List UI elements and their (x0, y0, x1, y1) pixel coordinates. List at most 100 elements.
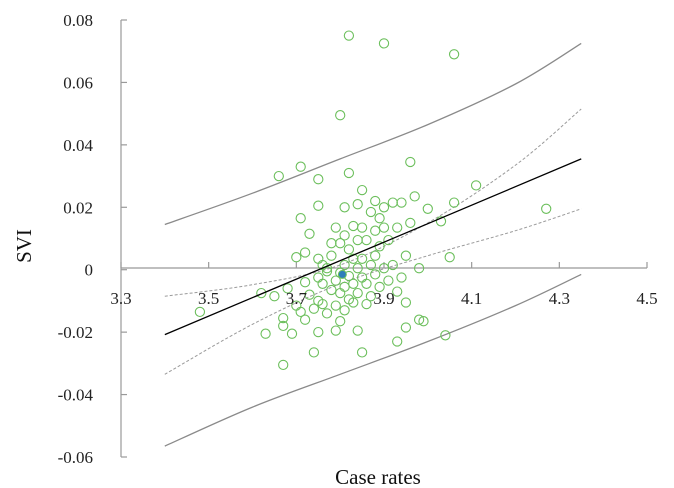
data-point (304, 228, 315, 239)
x-tick-label: 4.3 (549, 289, 570, 308)
data-point (308, 347, 320, 358)
data-point (339, 259, 350, 271)
data-point (422, 203, 433, 214)
data-point (330, 300, 341, 311)
data-point (440, 330, 451, 341)
data-point (448, 49, 460, 60)
y-tick-label: 0.04 (63, 136, 93, 155)
y-tick-label: 0.08 (63, 11, 93, 30)
data-point (413, 314, 425, 325)
points-layer (194, 30, 552, 371)
data-point (409, 191, 420, 202)
data-point (400, 322, 412, 333)
data-point (400, 250, 412, 261)
data-point (413, 263, 425, 274)
data-point (278, 312, 289, 324)
prediction-band-lower (164, 273, 582, 447)
data-point (273, 170, 284, 182)
fit-layer (164, 158, 582, 336)
data-point (339, 305, 350, 316)
data-point (295, 306, 306, 318)
mean-point (337, 269, 347, 279)
y-tick-label: 0.06 (63, 73, 93, 92)
data-point (330, 222, 341, 233)
data-point (339, 202, 350, 213)
data-point (335, 238, 346, 249)
data-point (317, 298, 328, 310)
data-point (448, 197, 460, 208)
data-point (378, 38, 390, 49)
data-point (370, 250, 381, 261)
data-point (313, 326, 324, 338)
y-tick-label: -0.04 (58, 386, 94, 405)
data-point (348, 220, 359, 232)
x-tick-label: 3.9 (373, 289, 394, 308)
data-point (400, 297, 412, 308)
y-tick-label: -0.06 (58, 448, 93, 467)
data-point (370, 269, 381, 280)
data-point (339, 281, 350, 293)
data-point (194, 306, 206, 318)
data-point (278, 359, 289, 371)
data-point (387, 197, 398, 208)
data-point (387, 259, 398, 271)
data-point (339, 230, 350, 241)
data-point (396, 272, 407, 283)
data-point (374, 213, 385, 224)
x-tick-label: 3.7 (286, 289, 308, 308)
data-point (405, 156, 416, 168)
axes-layer (120, 19, 648, 458)
data-point (348, 297, 359, 308)
data-point (352, 263, 363, 274)
data-point (356, 222, 368, 233)
data-point (343, 167, 355, 179)
data-point (308, 303, 320, 314)
data-point (361, 234, 372, 246)
data-point (378, 222, 390, 233)
data-point (295, 161, 306, 172)
data-point (260, 328, 271, 339)
y-tick-label: -0.02 (58, 323, 93, 342)
data-point (330, 275, 341, 286)
x-axis-title: Case rates (335, 465, 421, 488)
data-point (392, 222, 403, 233)
y-tick-label: 0 (85, 261, 94, 280)
data-point (313, 272, 324, 283)
data-point (282, 283, 293, 294)
data-point (370, 195, 381, 207)
x-tick-label: 4.1 (461, 289, 482, 308)
data-point (299, 277, 311, 288)
data-point (370, 225, 381, 236)
data-point (335, 110, 346, 121)
data-point (304, 289, 315, 300)
data-point (317, 278, 328, 289)
data-point (383, 275, 394, 286)
x-tick-label: 3.5 (198, 289, 219, 308)
data-point (541, 203, 552, 214)
data-point (256, 287, 267, 299)
x-tick-label: 4.5 (636, 289, 657, 308)
data-point (348, 278, 359, 289)
data-point (335, 316, 346, 327)
data-point (444, 252, 455, 263)
data-point (335, 287, 346, 299)
data-point (278, 320, 289, 332)
data-point (470, 180, 482, 191)
data-point (418, 316, 429, 327)
tick-labels: -0.06 -0.04 -0.02 0 0.02 0.04 0.06 0.08 3.3 3.5 3.… (58, 11, 658, 467)
data-point (365, 206, 377, 218)
data-point (352, 234, 363, 246)
data-point (330, 325, 341, 336)
data-point (352, 199, 363, 210)
data-point (365, 291, 377, 302)
y-tick-label: 0.02 (63, 198, 93, 217)
data-point (313, 174, 324, 185)
data-point (356, 347, 368, 358)
data-point (352, 287, 363, 299)
confidence-band-upper (164, 108, 582, 297)
data-point (356, 272, 368, 283)
data-point (356, 184, 368, 196)
data-point (295, 213, 306, 224)
